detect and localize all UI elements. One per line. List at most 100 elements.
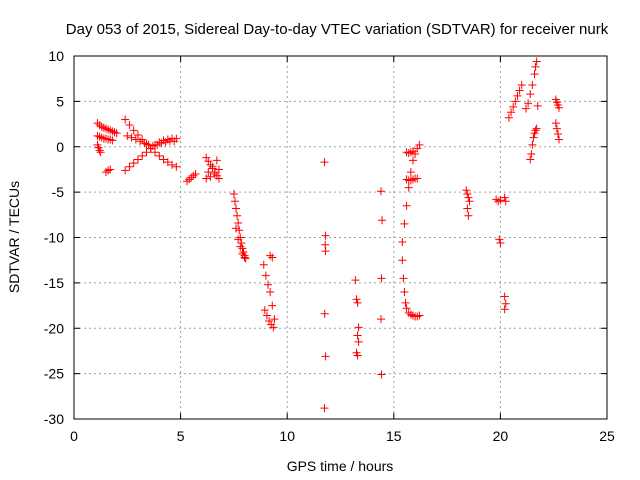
data-point — [163, 158, 172, 167]
data-point — [504, 113, 513, 122]
series-arc-15a — [521, 57, 541, 113]
data-point — [517, 81, 526, 90]
series-arc-13 — [500, 193, 510, 314]
data-point — [202, 153, 211, 162]
data-point — [123, 131, 132, 140]
data-point — [532, 124, 541, 133]
data-point — [320, 158, 329, 167]
series-arc-10c — [402, 174, 422, 185]
data-point — [521, 104, 530, 113]
series-arc-4 — [202, 153, 223, 183]
data-point — [377, 274, 386, 283]
data-point — [121, 166, 130, 175]
data-point — [204, 168, 213, 177]
data-point — [208, 162, 217, 171]
chart-title: Day 053 of 2015, Sidereal Day-to-day VTE… — [66, 21, 609, 38]
data-point — [95, 146, 104, 155]
axis-ticks: 0 5 10 15 20 25 10 5 0 -5 -10 -15 -20 -25 -30 — [44, 48, 615, 444]
data-point — [527, 150, 536, 159]
data-point — [151, 148, 160, 157]
series-arc-1d — [101, 165, 115, 177]
data-point — [234, 235, 243, 244]
data-point — [377, 315, 386, 324]
data-point — [237, 238, 246, 247]
series-arc-6 — [259, 260, 279, 332]
data-point — [406, 310, 415, 319]
data-point — [415, 311, 424, 320]
x-tick-label: 5 — [177, 428, 185, 444]
data-point — [97, 133, 106, 142]
data-point — [110, 128, 119, 137]
data-point — [230, 197, 239, 206]
data-point — [353, 298, 362, 307]
data-point — [236, 233, 245, 242]
data-point — [509, 102, 518, 111]
data-point — [212, 156, 221, 165]
data-point — [321, 231, 330, 240]
data-point — [108, 136, 117, 145]
data-point — [101, 134, 110, 143]
series-arc-8 — [351, 276, 363, 360]
data-point — [233, 211, 242, 220]
data-point — [532, 57, 541, 66]
data-point — [511, 97, 520, 106]
series-arc-1a — [93, 119, 121, 138]
data-point — [97, 122, 106, 131]
data-point — [378, 216, 387, 225]
y-tick-label: -20 — [44, 320, 64, 336]
data-point — [93, 131, 102, 140]
data-point — [408, 147, 417, 156]
data-point — [402, 304, 411, 313]
data-point — [266, 287, 275, 296]
data-point — [148, 141, 157, 150]
data-point — [551, 119, 560, 128]
data-point — [93, 119, 102, 128]
data-point — [161, 138, 170, 147]
data-point — [95, 120, 104, 129]
y-tick-label: -10 — [44, 230, 64, 246]
data-point — [191, 169, 200, 178]
data-point — [204, 157, 213, 166]
data-point — [136, 137, 145, 146]
data-point — [463, 189, 472, 198]
data-point — [465, 197, 474, 206]
data-point — [101, 124, 110, 133]
data-point — [266, 251, 275, 260]
data-point — [206, 172, 215, 181]
data-point — [413, 144, 422, 153]
data-point — [133, 155, 142, 164]
plot-frame — [73, 55, 608, 420]
series-arc-16 — [551, 95, 564, 144]
data-point — [408, 175, 417, 184]
data-point — [239, 248, 248, 257]
data-point — [501, 299, 510, 308]
data-point — [142, 140, 151, 149]
data-point — [352, 295, 361, 304]
data-point — [240, 253, 249, 262]
data-point — [262, 311, 271, 320]
x-tick-label: 10 — [279, 428, 295, 444]
data-point — [507, 108, 516, 117]
y-tick-label: 0 — [56, 139, 64, 155]
data-point — [494, 197, 503, 206]
data-point — [189, 171, 198, 180]
data-point — [321, 352, 330, 361]
data-point — [210, 169, 219, 178]
data-point — [214, 165, 223, 174]
y-tick-label: -5 — [52, 184, 65, 200]
data-point — [408, 156, 417, 165]
series-arc-2b — [121, 134, 181, 175]
data-point — [531, 126, 540, 135]
series-arc-2a — [121, 115, 181, 171]
data-point — [170, 137, 179, 146]
data-point — [530, 70, 539, 79]
x-tick-label: 25 — [599, 428, 615, 444]
data-point — [413, 174, 422, 183]
data-point — [144, 140, 153, 149]
data-point — [187, 173, 196, 182]
data-point — [241, 254, 250, 263]
data-point — [515, 86, 524, 95]
series-arc-10b — [398, 256, 424, 321]
data-point — [268, 301, 277, 310]
